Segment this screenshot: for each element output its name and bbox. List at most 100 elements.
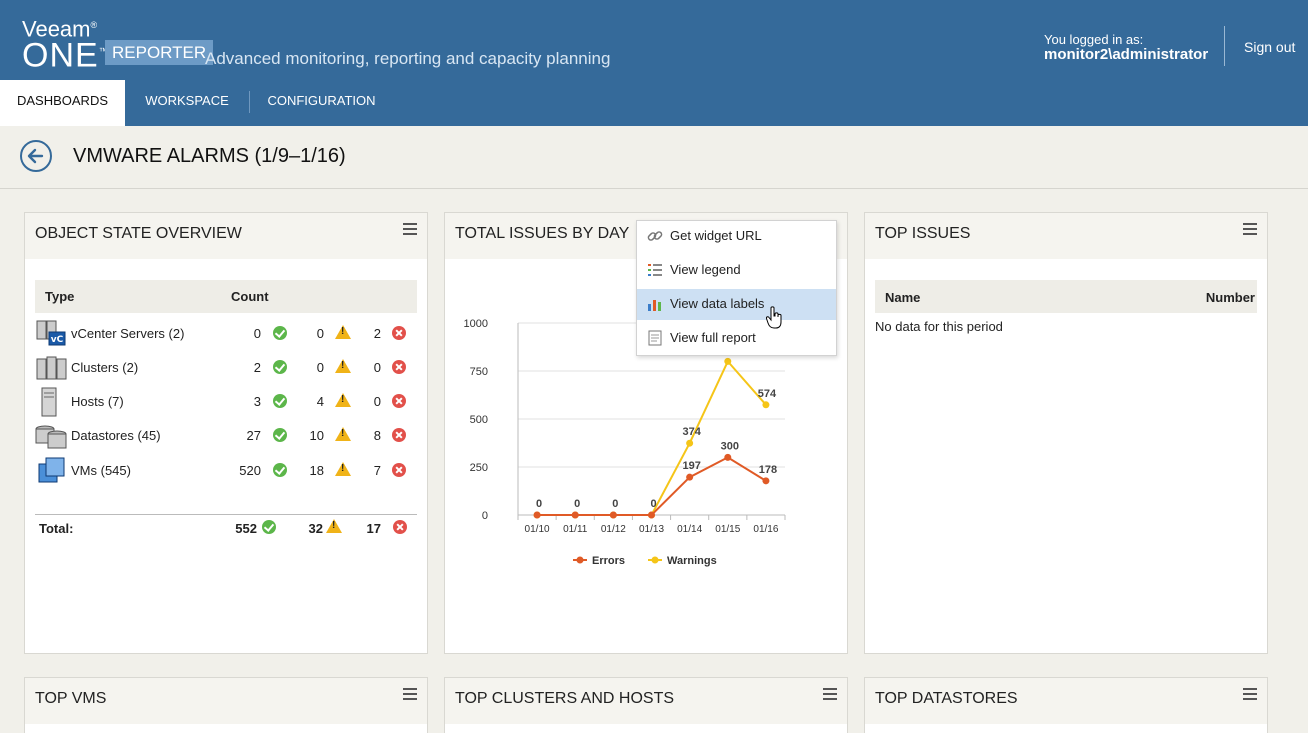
data-label: 574 <box>758 388 777 400</box>
y-tick-label: 500 <box>470 414 488 426</box>
svg-text:vC: vC <box>51 335 64 345</box>
table-row[interactable]: Hosts (7) 3 4 0 <box>35 386 417 418</box>
y-tick-label: 1000 <box>464 318 488 330</box>
data-label: 300 <box>721 440 739 452</box>
widget-header: TOP DATASTORES <box>865 678 1267 724</box>
menu-item-view-full-report[interactable]: View full report <box>637 323 836 354</box>
issues-line-chart: 0 250 500 750 1000 01/10 01/11 01/12 01/13 01/14 0… <box>464 318 786 567</box>
ok-icon <box>273 463 287 477</box>
widget-top-clusters: TOP CLUSTERS AND HOSTS <box>444 677 848 733</box>
table-row[interactable]: vC vCenter Servers (2) 0 0 2 <box>35 318 417 350</box>
data-point <box>686 439 694 447</box>
hamburger-menu-icon[interactable] <box>1243 688 1257 702</box>
table-row[interactable]: Clusters (2) 2 0 0 <box>35 352 417 384</box>
error-icon <box>393 520 407 534</box>
legend-label: Warnings <box>667 555 717 567</box>
x-tick-label: 01/13 <box>639 524 664 535</box>
total-row: Total: 552 32 17 <box>35 517 417 541</box>
col-name: Name <box>885 290 921 305</box>
table-header: Type Count <box>35 280 417 313</box>
widget-title: TOP CLUSTERS AND HOSTS <box>455 690 675 707</box>
data-point <box>648 511 655 519</box>
ok-icon <box>273 326 287 340</box>
data-label: 197 <box>682 460 700 472</box>
y-tick-label: 750 <box>470 366 488 378</box>
widget-header: TOP CLUSTERS AND HOSTS <box>445 678 847 724</box>
ok-icon <box>262 520 276 534</box>
col-number: Number <box>1205 290 1255 305</box>
hamburger-menu-icon[interactable] <box>1243 223 1257 237</box>
menu-item-get-widget-url[interactable]: Get widget URL <box>637 221 836 252</box>
widget-header: TOP VMS <box>25 678 427 724</box>
widget-title: TOP ISSUES <box>875 225 971 242</box>
menu-item-view-legend[interactable]: View legend <box>637 255 836 286</box>
data-label: 178 <box>759 464 777 476</box>
data-point <box>762 401 770 409</box>
x-tick-label: 01/10 <box>525 524 550 535</box>
data-point <box>533 511 541 519</box>
data-label: 0 <box>650 498 656 510</box>
ok-icon <box>273 428 287 442</box>
widget-title: TOTAL ISSUES BY DAY <box>455 225 630 242</box>
tab-dashboards[interactable]: DASHBOARDS <box>0 80 125 126</box>
error-icon <box>392 360 406 374</box>
data-label: 0 <box>612 498 618 510</box>
bar-chart-icon <box>648 300 661 311</box>
host-icon <box>41 387 57 417</box>
nav-separator <box>249 91 250 113</box>
hamburger-menu-icon[interactable] <box>403 688 417 702</box>
back-button[interactable] <box>20 140 52 172</box>
reporter-badge: REPORTER <box>105 40 214 65</box>
x-tick-label: 01/11 <box>563 524 588 535</box>
data-point <box>609 511 617 519</box>
widget-object-state: OBJECT STATE OVERVIEW Type Count vC vCen… <box>24 212 428 654</box>
hamburger-menu-icon[interactable] <box>403 223 417 237</box>
cluster-icon <box>36 356 67 380</box>
table-header: Name Number <box>875 280 1257 313</box>
ok-icon <box>273 360 287 374</box>
tab-workspace[interactable]: WORKSPACE <box>145 93 229 108</box>
brand-one: ONE™ <box>22 36 109 75</box>
data-point <box>724 357 732 365</box>
ok-icon <box>273 394 287 408</box>
warning-icon <box>335 359 351 373</box>
widget-title: OBJECT STATE OVERVIEW <box>35 225 242 242</box>
col-type: Type <box>45 289 75 304</box>
hand-cursor-icon <box>766 306 782 329</box>
link-icon <box>647 231 663 241</box>
sign-out-link[interactable]: Sign out <box>1244 39 1296 55</box>
login-label: You logged in as: <box>1044 32 1144 47</box>
warning-icon <box>335 393 351 407</box>
menu-item-view-data-labels[interactable]: View data labels <box>637 289 836 320</box>
warning-icon <box>335 427 351 441</box>
report-icon <box>648 330 662 346</box>
main-nav: DASHBOARDS WORKSPACE CONFIGURATION <box>0 80 1308 126</box>
page-titlebar: VMWARE ALARMS (1/9–1/16) <box>0 126 1308 189</box>
hamburger-menu-icon[interactable] <box>823 688 837 702</box>
x-tick-label: 01/12 <box>601 524 626 535</box>
warning-icon <box>335 325 351 339</box>
error-icon <box>392 428 406 442</box>
x-tick-label: 01/16 <box>753 524 778 535</box>
divider <box>35 514 417 515</box>
y-tick-label: 250 <box>470 462 488 474</box>
tab-configuration[interactable]: CONFIGURATION <box>267 93 376 108</box>
widget-header: OBJECT STATE OVERVIEW <box>25 213 427 259</box>
data-point <box>686 473 694 481</box>
x-tick-label: 01/15 <box>715 524 740 535</box>
x-tick-label: 01/14 <box>677 524 702 535</box>
y-tick-label: 0 <box>482 510 488 522</box>
widget-top-datastores: TOP DATASTORES <box>864 677 1268 733</box>
legend-marker <box>576 556 584 564</box>
login-user: monitor2\administrator <box>1044 46 1209 63</box>
table-row[interactable]: VMs (545) 520 18 7 <box>35 455 417 487</box>
table-row[interactable]: Datastores (45) 27 10 8 <box>35 420 417 452</box>
empty-message: No data for this period <box>875 319 1003 334</box>
error-icon <box>392 394 406 408</box>
datastore-icon <box>35 425 67 449</box>
widget-top-issues: TOP ISSUES Name Number No data for this … <box>864 212 1268 654</box>
legend-label: Errors <box>592 555 625 567</box>
data-label: 0 <box>536 498 542 510</box>
warning-icon <box>335 462 351 476</box>
data-point <box>762 477 770 485</box>
